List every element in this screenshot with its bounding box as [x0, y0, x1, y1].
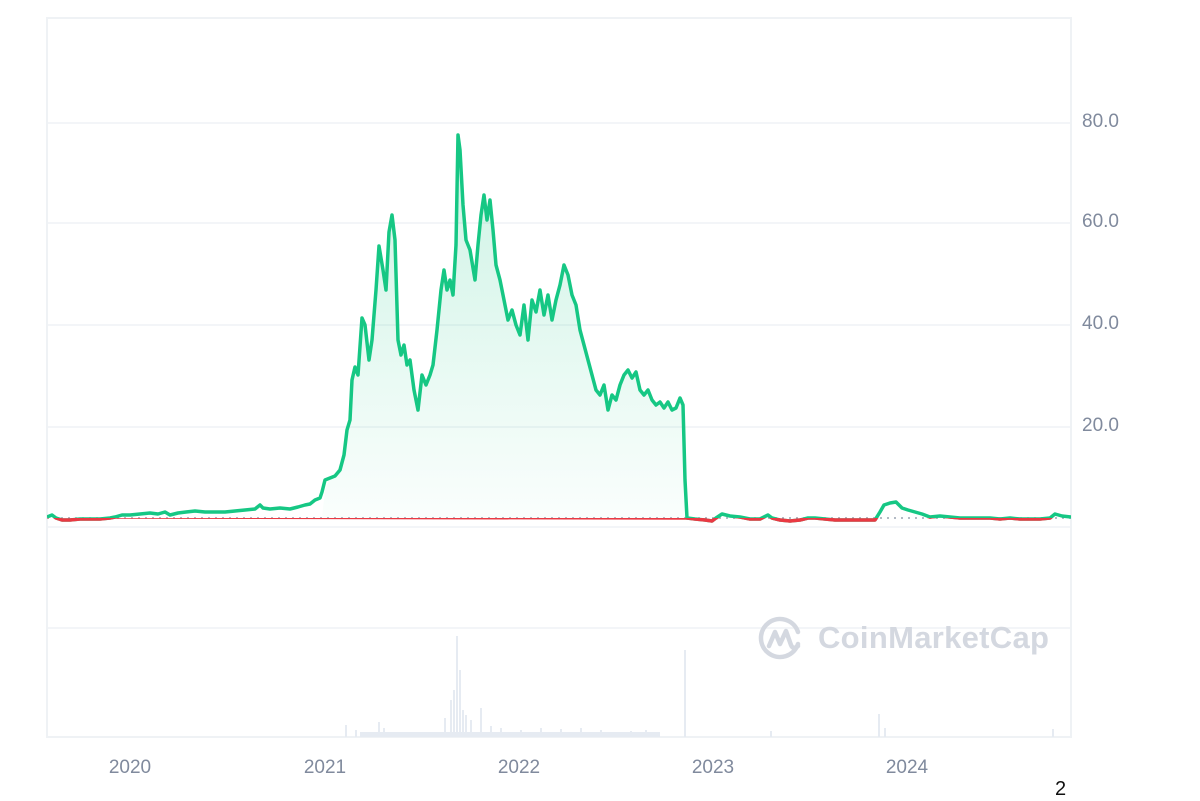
y-tick-40: 40.0: [1082, 313, 1119, 334]
x-tick-2021: 2021: [303, 757, 347, 778]
x-tick-2020: 2020: [108, 757, 152, 778]
coinmarketcap-watermark: CoinMarketCap: [758, 614, 1049, 662]
gridlines: [47, 122, 1071, 629]
price-area-fill: [322, 135, 687, 518]
price-line: [47, 133, 1071, 518]
x-tick-2023: 2023: [691, 757, 735, 778]
x-tick-2024: 2024: [885, 757, 929, 778]
volume-bars: [345, 636, 1054, 737]
y-tick-60: 60.0: [1082, 211, 1119, 232]
watermark-text: CoinMarketCap: [818, 620, 1050, 655]
page-number: 2: [1055, 778, 1067, 800]
coinmarketcap-logo-icon: [758, 616, 801, 660]
y-tick-20: 20.0: [1082, 415, 1119, 436]
x-tick-2022: 2022: [497, 757, 541, 778]
y-tick-80: 80.0: [1082, 111, 1119, 132]
